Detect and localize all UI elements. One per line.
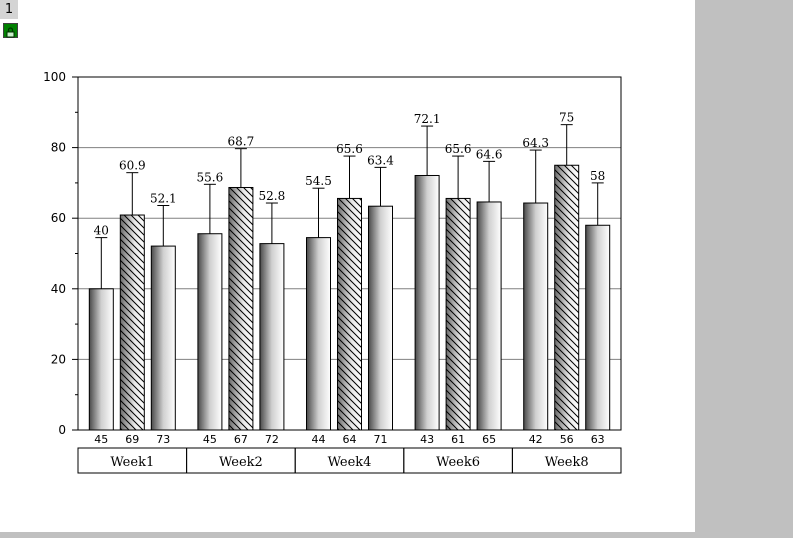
bar <box>259 243 285 431</box>
y-tick-label: 20 <box>51 352 66 366</box>
value-label: 40 <box>94 224 109 238</box>
bar <box>523 202 549 431</box>
axes <box>72 76 622 474</box>
bar-sub-label: 67 <box>234 433 248 446</box>
value-label: 54.5 <box>305 174 332 188</box>
value-label: 58 <box>590 169 605 183</box>
bar-sub-label: 64 <box>343 433 357 446</box>
bar-sub-label: 71 <box>374 433 388 446</box>
page-number: 1 <box>0 0 18 19</box>
value-label: 65.6 <box>445 142 472 156</box>
y-tick-label: 80 <box>51 141 66 155</box>
bar <box>414 174 440 431</box>
bar-hatch <box>120 215 145 430</box>
bar <box>150 245 176 431</box>
bar <box>306 237 331 431</box>
value-label: 64.6 <box>476 147 503 161</box>
value-label: 52.1 <box>150 191 177 205</box>
category-label: Week2 <box>219 455 263 470</box>
bar-sub-label: 43 <box>420 433 434 446</box>
value-label: 55.6 <box>197 170 224 184</box>
bar <box>197 233 223 431</box>
value-label: 52.8 <box>259 189 286 203</box>
category-label: Week4 <box>328 455 372 470</box>
value-label: 65.6 <box>336 142 363 156</box>
y-tick-label: 0 <box>58 423 66 437</box>
bar-hatch <box>337 198 362 430</box>
category-box <box>511 447 622 474</box>
bars <box>88 124 611 431</box>
bar-sub-label: 45 <box>203 433 217 446</box>
bar-sub-label: 44 <box>312 433 326 446</box>
bar-sub-label: 56 <box>560 433 574 446</box>
bar-sub-label: 73 <box>156 433 170 446</box>
bar-sub-label: 65 <box>482 433 496 446</box>
bar <box>476 201 502 431</box>
value-label: 64.3 <box>522 136 549 150</box>
bar <box>585 224 611 431</box>
bar-sub-label: 45 <box>94 433 108 446</box>
bar-sub-label: 42 <box>529 433 543 446</box>
lock-icon[interactable] <box>3 23 18 38</box>
lock-icon-glyph <box>6 27 15 38</box>
value-label: 72.1 <box>414 112 441 126</box>
y-tick-label: 60 <box>51 211 66 225</box>
category-label: Week1 <box>110 455 154 470</box>
bar-hatch <box>446 198 471 430</box>
bar-sub-label: 69 <box>125 433 139 446</box>
category-label: Week6 <box>436 455 480 470</box>
y-tick-label: 100 <box>43 70 66 84</box>
bar <box>88 288 114 431</box>
category-label: Week8 <box>545 455 589 470</box>
value-label: 60.9 <box>119 159 146 173</box>
bar-hatch <box>228 187 253 430</box>
value-label: 63.4 <box>367 153 394 167</box>
bar <box>368 205 393 431</box>
value-label: 68.7 <box>228 135 255 149</box>
bar-sub-label: 61 <box>451 433 465 446</box>
bar-hatch <box>554 165 579 430</box>
value-label: 75 <box>559 111 574 125</box>
bar-sub-label: 63 <box>591 433 605 446</box>
y-tick-label: 40 <box>51 282 66 296</box>
bar-sub-label: 72 <box>265 433 279 446</box>
